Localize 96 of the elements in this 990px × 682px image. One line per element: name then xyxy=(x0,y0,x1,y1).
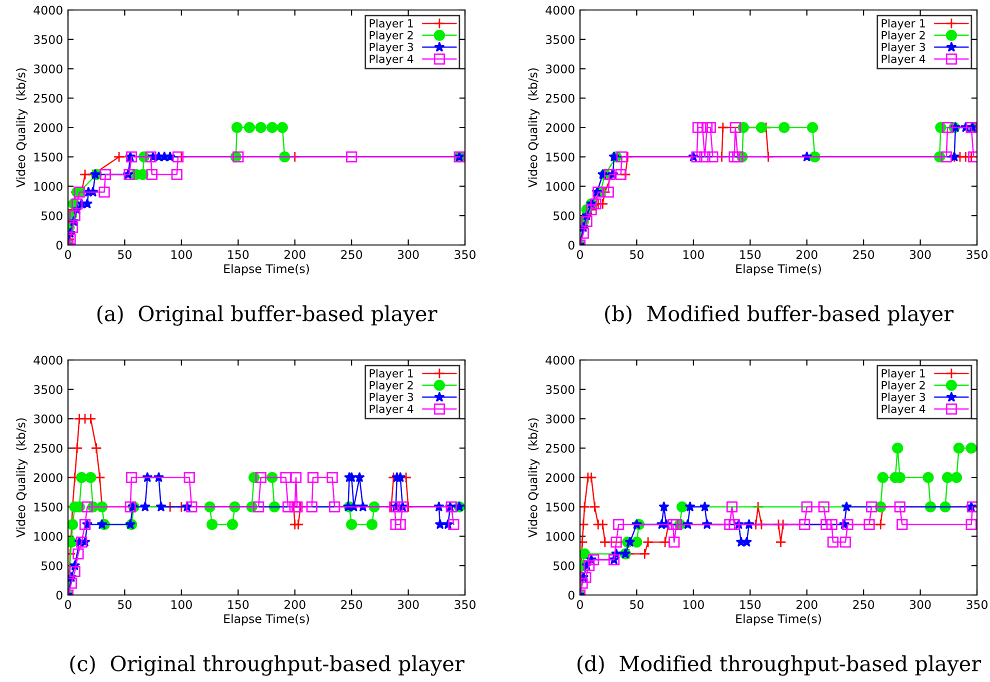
y-tick-label: 500 xyxy=(554,561,574,570)
x-tick-label: 350 xyxy=(966,250,988,259)
y-tick-label: 1500 xyxy=(546,502,574,512)
y-tick-label: 3500 xyxy=(34,35,62,44)
y-tick-label: 0 xyxy=(568,590,574,600)
legend-label: Player 3 xyxy=(882,392,925,404)
y-tick-label: 2500 xyxy=(34,94,62,103)
y-tick-label: 2500 xyxy=(546,94,574,103)
y-tick-label: 3000 xyxy=(546,64,574,74)
x-tick-label: 50 xyxy=(630,250,644,259)
text: (d) Modified throughput-based player xyxy=(578,655,982,676)
y-tick-label: 500 xyxy=(554,211,574,220)
y-tick-label: 1500 xyxy=(546,152,574,162)
y-tick-label: 3000 xyxy=(34,414,62,424)
x-tick-label: 200 xyxy=(284,600,306,609)
y-tick-label: 1000 xyxy=(34,182,62,191)
x-tick-label: 100 xyxy=(171,250,192,259)
x-tick-label: 50 xyxy=(118,600,132,609)
y-tick-label: 0 xyxy=(568,240,574,250)
x-tick-label: 300 xyxy=(398,250,419,259)
y-tick-label: 4000 xyxy=(34,356,62,365)
legend-label: Player 3 xyxy=(370,392,413,404)
y-tick-label: 1000 xyxy=(546,182,574,191)
y-tick-label: 0 xyxy=(56,590,62,600)
y-tick-label: 4000 xyxy=(546,6,574,15)
x-tick-label: 250 xyxy=(853,600,874,609)
y-tick-label: 4000 xyxy=(34,6,62,15)
x-tick-label: 250 xyxy=(341,600,362,609)
y-tick-label: 1500 xyxy=(34,152,62,162)
x-tick-label: 0 xyxy=(65,600,71,609)
y-tick-label: 2500 xyxy=(546,444,574,453)
y-tick-label: 3500 xyxy=(546,385,574,394)
y-tick-label: 1500 xyxy=(34,502,62,512)
x-tick-label: 200 xyxy=(796,600,818,609)
x-tick-label: 200 xyxy=(796,250,818,259)
x-tick-label: 50 xyxy=(630,600,644,609)
y-tick-label: 0 xyxy=(56,240,62,250)
y-tick-label: 2500 xyxy=(34,444,62,453)
x-axis-title: Elapse Time(s) xyxy=(224,614,309,626)
y-tick-label: 3000 xyxy=(546,414,574,424)
x-tick-label: 100 xyxy=(171,600,192,609)
x-tick-label: 300 xyxy=(910,250,931,259)
legend-label: Player 1 xyxy=(370,18,413,30)
y-tick-label: 3500 xyxy=(34,385,62,394)
y-tick-label: 2000 xyxy=(34,123,62,132)
legend-label: Player 3 xyxy=(882,42,925,54)
legend-label: Player 2 xyxy=(370,30,413,42)
legend-label: Player 2 xyxy=(370,380,413,392)
x-tick-label: 350 xyxy=(454,250,476,259)
y-axis-title: Video Quality (kb/s) xyxy=(16,68,28,188)
legend-label: Player 2 xyxy=(882,30,925,42)
legend-label: Player 1 xyxy=(370,368,413,380)
y-tick-label: 500 xyxy=(42,211,62,220)
legend-label: Player 4 xyxy=(370,54,414,66)
y-tick-label: 1000 xyxy=(34,532,62,541)
y-tick-label: 3500 xyxy=(546,35,574,44)
x-tick-label: 300 xyxy=(398,600,419,609)
text: (a) Original buffer-based player xyxy=(97,305,438,326)
x-tick-label: 150 xyxy=(228,600,249,609)
legend-label: Player 2 xyxy=(882,380,925,392)
x-tick-label: 250 xyxy=(853,250,874,259)
x-tick-label: 0 xyxy=(577,600,583,609)
legend-label: Player 4 xyxy=(882,54,926,66)
legend-label: Player 1 xyxy=(882,368,925,380)
x-axis-title: Elapse Time(s) xyxy=(736,264,821,276)
legend-label: Player 4 xyxy=(370,404,414,416)
y-tick-label: 2000 xyxy=(34,473,62,482)
legend-label: Player 4 xyxy=(882,404,926,416)
x-tick-label: 300 xyxy=(910,600,931,609)
y-axis-title: Video Quality (kb/s) xyxy=(528,418,540,538)
x-axis-title: Elapse Time(s) xyxy=(224,264,309,276)
x-tick-label: 100 xyxy=(683,250,704,259)
x-tick-label: 150 xyxy=(740,600,761,609)
y-tick-label: 3000 xyxy=(34,64,62,74)
x-tick-label: 200 xyxy=(284,250,306,259)
x-tick-label: 150 xyxy=(228,250,249,259)
y-tick-label: 1000 xyxy=(546,532,574,541)
x-tick-label: 0 xyxy=(577,250,583,259)
x-tick-label: 150 xyxy=(740,250,761,259)
legend-label: Player 1 xyxy=(882,18,925,30)
y-tick-label: 2000 xyxy=(546,123,574,132)
y-tick-label: 4000 xyxy=(546,356,574,365)
x-tick-label: 350 xyxy=(454,600,476,609)
y-tick-label: 2000 xyxy=(546,473,574,482)
y-axis-title: Video Quality (kb/s) xyxy=(528,68,540,188)
x-tick-label: 250 xyxy=(341,250,362,259)
x-tick-label: 100 xyxy=(683,600,704,609)
x-tick-label: 350 xyxy=(966,600,988,609)
text: (c) Original throughput-based player xyxy=(70,655,464,676)
x-tick-label: 50 xyxy=(118,250,132,259)
legend-label: Player 3 xyxy=(370,42,413,54)
y-axis-title: Video Quality (kb/s) xyxy=(16,418,28,538)
text: (b) Modified buffer-based player xyxy=(605,305,954,326)
y-tick-label: 500 xyxy=(42,561,62,570)
x-tick-label: 0 xyxy=(65,250,71,259)
x-axis-title: Elapse Time(s) xyxy=(736,614,821,626)
